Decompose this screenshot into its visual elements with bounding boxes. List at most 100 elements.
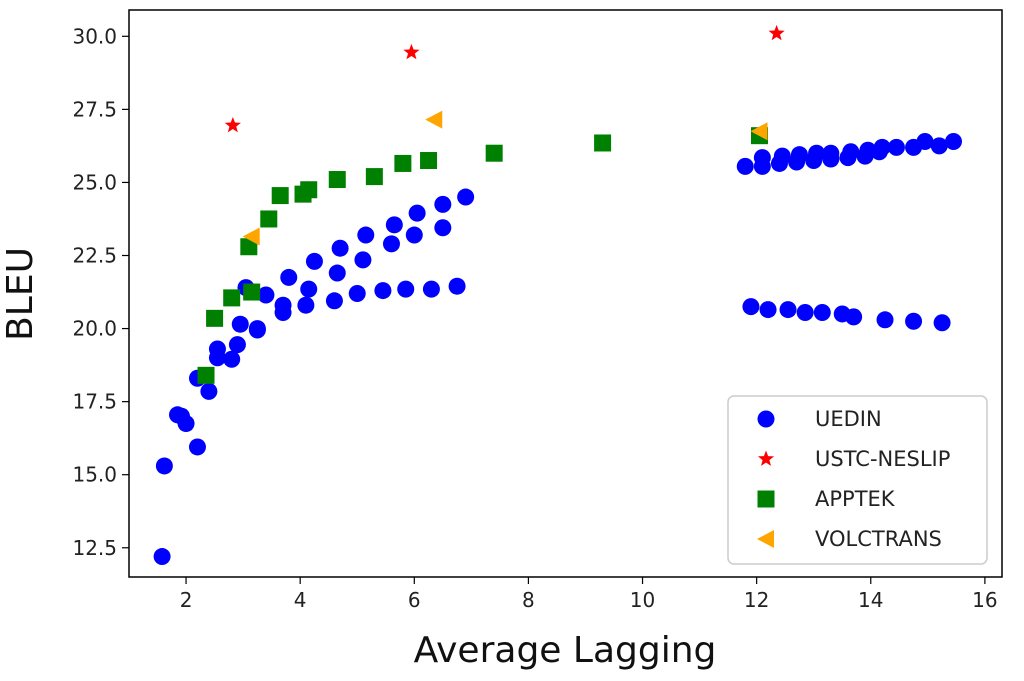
apptek-point [365,168,383,186]
x-tick-label: 8 [522,588,535,612]
uedin-point [297,296,315,314]
legend-marker-apptek [757,490,775,508]
ustc-neslip-point [403,43,420,60]
y-tick-label: 20.0 [72,317,117,341]
legend-marker-uedin [757,410,775,428]
uedin-point [280,268,298,286]
x-tick-label: 10 [630,588,655,612]
apptek-point [594,134,612,152]
apptek-point [206,309,224,327]
volctrans-point [242,227,260,246]
apptek-point [300,181,318,199]
uedin-point [916,133,934,151]
uedin-point [200,382,218,400]
uedin-point [405,226,423,244]
legend-label-apptek: APPTEK [815,487,896,511]
uedin-point [385,216,403,234]
y-tick-label: 17.5 [72,390,117,414]
legend-marker-ustc-neslip [757,450,775,466]
plot-frame [128,9,1003,578]
y-tick-label: 12.5 [72,536,117,560]
legend-label-uedin: UEDIN [815,407,882,431]
y-axis-ticks: 12.5 15.0 17.5 20.0 22.5 25.0 27.5 30.0 [72,24,129,560]
apptek-point [240,238,258,256]
uedin-point [231,315,249,333]
y-tick-label: 15.0 [72,463,117,487]
y-tick-label: 27.5 [72,97,117,121]
apptek-point [271,187,289,205]
uedin-point [274,296,292,314]
uedin-point [422,280,440,298]
uedin-point [457,188,475,206]
series-apptek [197,127,768,384]
uedin-point [328,264,346,282]
uedin-point [305,252,323,270]
apptek-point [485,144,503,162]
uedin-point [773,147,791,165]
uedin-point [354,251,372,269]
series-ustc-neslip [224,24,785,133]
uedin-point [382,235,400,253]
uedin-point [331,239,349,257]
apptek-point [197,366,215,384]
uedin-point [208,340,226,358]
x-tick-label: 4 [294,588,307,612]
ustc-neslip-point [768,24,785,41]
uedin-point [753,149,771,167]
series-uedin [153,133,962,566]
series-volctrans [242,110,768,246]
uedin-point [736,157,754,175]
x-tick-label: 2 [180,588,193,612]
uedin-point [325,292,343,310]
uedin-point [188,438,206,456]
x-axis-ticks: 2 4 6 8 10 12 14 16 [180,577,998,612]
uedin-point [796,303,814,321]
uedin-point [876,311,894,329]
uedin-point [153,548,171,566]
apptek-point [260,210,278,228]
uedin-point [813,303,831,321]
legend-label-ustc-neslip: USTC-NESLIP [815,447,950,471]
uedin-point [348,285,366,302]
uedin-point [300,280,318,298]
y-tick-label: 22.5 [72,244,117,268]
x-axis-label: Average Lagging [414,630,717,671]
uedin-point [434,195,452,213]
uedin-point [257,286,275,304]
uedin-point [248,320,266,338]
uedin-point [177,415,195,433]
uedin-point [887,138,905,156]
legend: UEDIN USTC-NESLIP APPTEK VOLCTRANS [727,395,988,565]
uedin-point [905,312,923,330]
legend-box [727,395,988,565]
uedin-point [434,219,452,237]
apptek-point [223,289,241,307]
legend-marker-volctrans [757,530,774,548]
y-tick-label: 30.0 [72,24,117,48]
uedin-point [842,143,860,161]
uedin-point [759,301,777,319]
uedin-point [397,280,415,298]
y-tick-label: 25.0 [72,170,117,194]
apptek-point [394,154,412,172]
ustc-neslip-point [224,116,241,133]
volctrans-point [425,110,443,129]
uedin-point [945,133,962,151]
uedin-point [779,301,797,319]
x-tick-label: 6 [408,588,421,612]
uedin-point [408,204,426,222]
uedin-point [930,137,948,155]
uedin-point [933,314,951,332]
x-tick-label: 16 [972,588,997,612]
uedin-point [448,277,466,295]
data-points [153,24,962,566]
uedin-point [822,144,840,162]
x-tick-label: 14 [858,588,883,612]
apptek-point [420,152,438,170]
apptek-point [328,171,346,189]
uedin-point [873,138,891,156]
uedin-point [374,282,392,300]
apptek-point [243,283,261,301]
